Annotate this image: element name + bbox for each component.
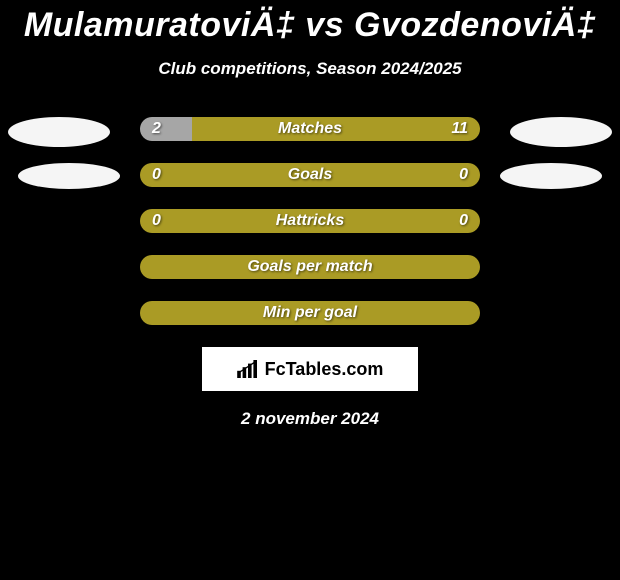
brand-text: FcTables.com	[265, 359, 384, 380]
stat-left-segment	[140, 209, 480, 233]
team-left-avatar	[18, 163, 120, 189]
stat-left-segment	[140, 301, 480, 325]
stat-right-value: 0	[459, 163, 468, 187]
player-left-avatar	[8, 117, 110, 147]
stat-left-segment	[140, 163, 480, 187]
team-right-avatar	[500, 163, 602, 189]
page-subtitle: Club competitions, Season 2024/2025	[158, 59, 461, 79]
stats-area: 2 11 Matches 0 0 Goals 0 0 Hattricks Goa…	[0, 117, 620, 325]
stat-right-value: 0	[459, 209, 468, 233]
stat-left-segment	[140, 117, 192, 141]
date-label: 2 november 2024	[241, 409, 379, 429]
page-title: MulamuratoviÄ‡ vs GvozdenoviÄ‡	[24, 6, 596, 45]
stat-left-value: 2	[152, 117, 161, 141]
stat-left-segment	[140, 255, 480, 279]
stat-row: Min per goal	[140, 301, 480, 325]
stat-left-value: 0	[152, 163, 161, 187]
stat-left-value: 0	[152, 209, 161, 233]
stat-right-segment	[192, 117, 480, 141]
stat-row: 0 0 Hattricks	[140, 209, 480, 233]
brand-bars-icon	[237, 360, 259, 378]
brand-link[interactable]: FcTables.com	[202, 347, 418, 391]
player-right-avatar	[510, 117, 612, 147]
stat-row: 2 11 Matches	[140, 117, 480, 141]
comparison-card: MulamuratoviÄ‡ vs GvozdenoviÄ‡ Club comp…	[0, 0, 620, 580]
stat-row: Goals per match	[140, 255, 480, 279]
stat-row: 0 0 Goals	[140, 163, 480, 187]
stat-right-value: 11	[451, 117, 468, 141]
